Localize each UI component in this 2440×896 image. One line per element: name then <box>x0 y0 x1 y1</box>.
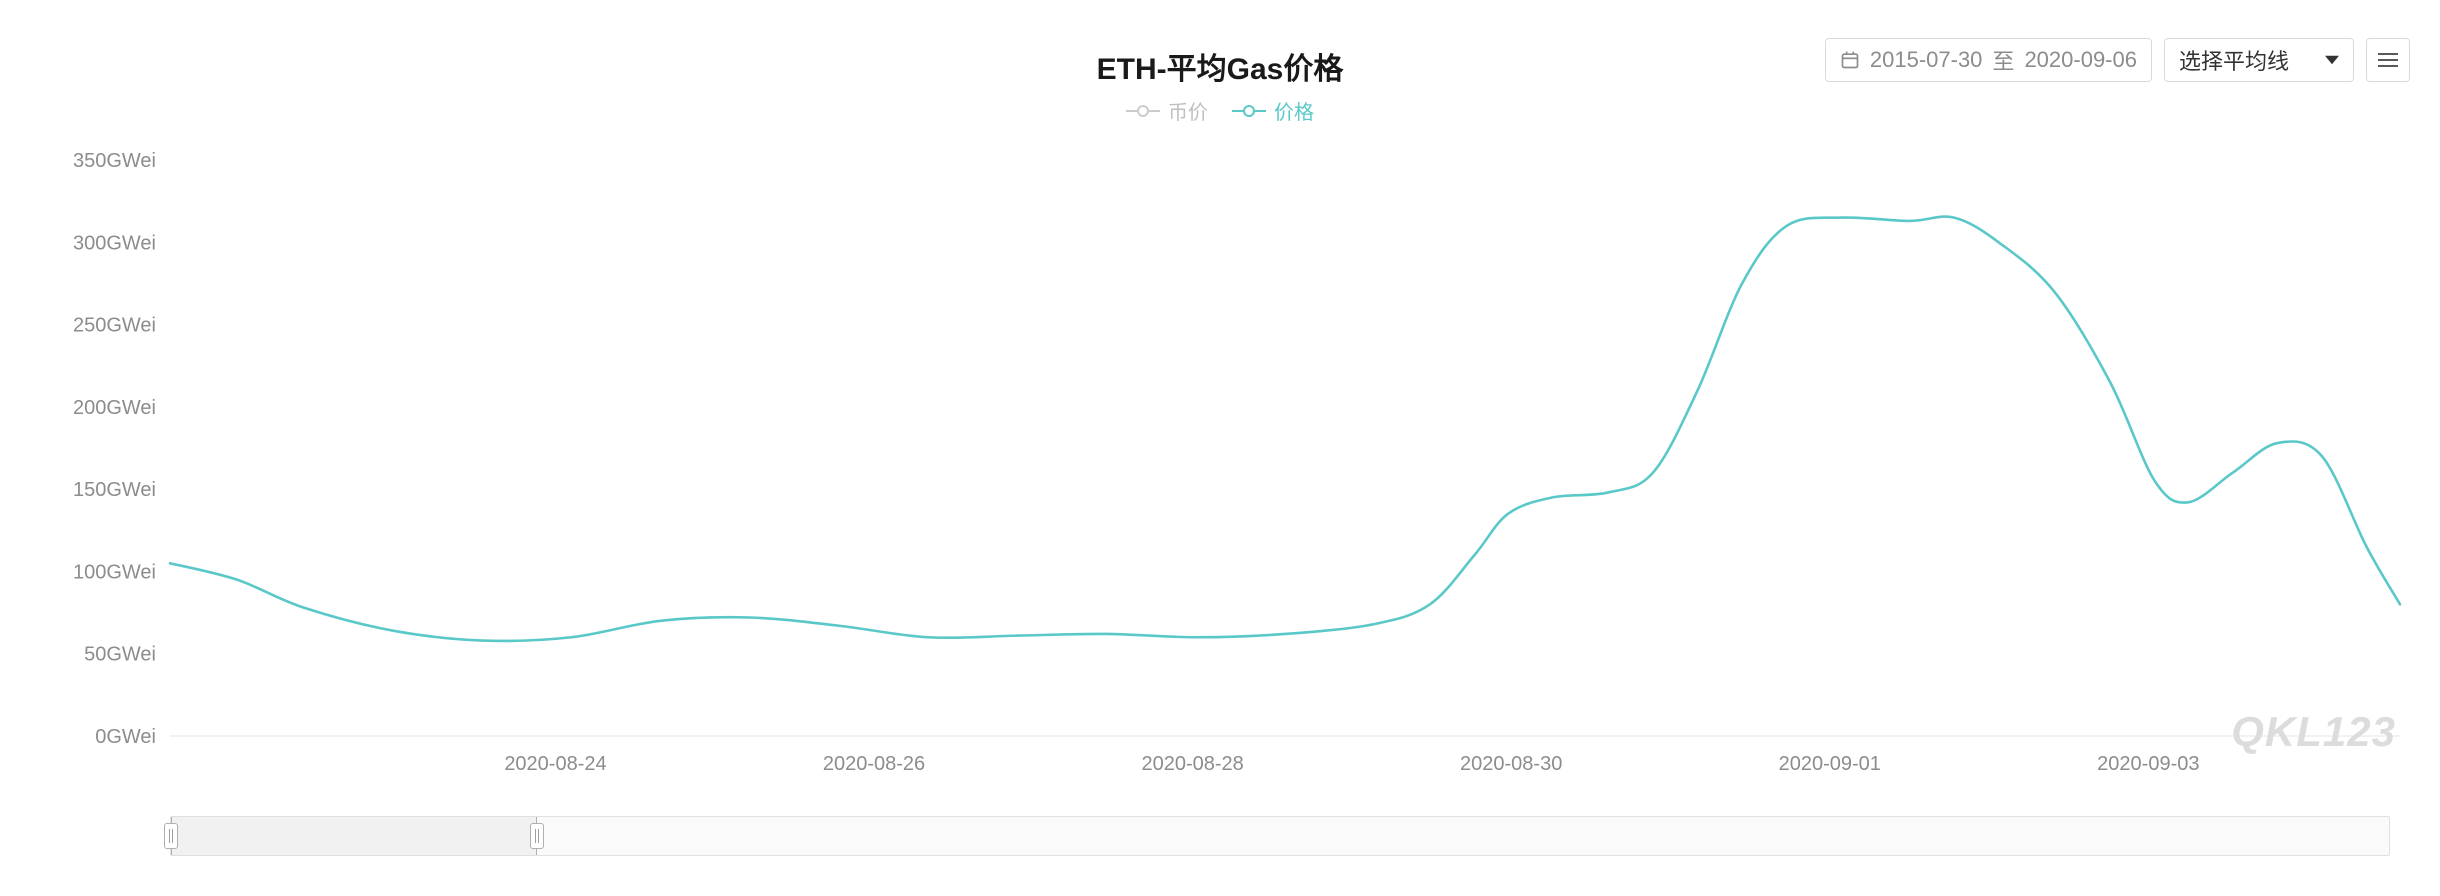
legend-swatch-gas-price <box>1232 104 1266 118</box>
range-navigator[interactable] <box>170 816 2390 856</box>
legend-item-gas-price[interactable]: 价格 <box>1232 96 1314 125</box>
range-handle-left[interactable] <box>164 823 178 849</box>
calendar-icon <box>1840 50 1860 70</box>
svg-text:300GWei: 300GWei <box>73 232 156 254</box>
range-handle-right[interactable] <box>530 823 544 849</box>
svg-text:50GWei: 50GWei <box>84 644 156 666</box>
svg-text:2020-08-30: 2020-08-30 <box>1460 753 1562 775</box>
legend-label-coin-price: 币价 <box>1168 96 1208 125</box>
caret-down-icon <box>2325 53 2339 67</box>
date-range-picker[interactable]: 2015-07-30 至 2020-09-06 <box>1825 38 2152 82</box>
svg-text:2020-09-01: 2020-09-01 <box>1779 753 1881 775</box>
legend-item-coin-price[interactable]: 币价 <box>1126 96 1208 125</box>
svg-text:200GWei: 200GWei <box>73 397 156 419</box>
svg-text:2020-09-03: 2020-09-03 <box>2097 753 2199 775</box>
svg-text:150GWei: 150GWei <box>73 479 156 501</box>
hamburger-icon <box>2378 52 2398 68</box>
moving-average-label: 选择平均线 <box>2179 44 2289 76</box>
svg-text:2020-08-28: 2020-08-28 <box>1141 753 1243 775</box>
chart-menu-button[interactable] <box>2366 38 2410 82</box>
chart-legend: 币价 价格 <box>0 96 2440 125</box>
chart-plot-area[interactable]: 0GWei 50GWei 100GWei 150GWei 200GWei 250GWei 3… <box>30 140 2410 796</box>
svg-text:0GWei: 0GWei <box>95 726 156 748</box>
legend-swatch-coin-price <box>1126 104 1160 118</box>
legend-label-gas-price: 价格 <box>1274 96 1314 125</box>
svg-text:100GWei: 100GWei <box>73 561 156 583</box>
svg-text:2020-08-26: 2020-08-26 <box>823 753 925 775</box>
svg-text:250GWei: 250GWei <box>73 315 156 337</box>
moving-average-select[interactable]: 选择平均线 <box>2164 38 2354 82</box>
date-to: 2020-09-06 <box>2024 47 2137 73</box>
svg-text:350GWei: 350GWei <box>73 150 156 172</box>
chart-toolbar: 2015-07-30 至 2020-09-06 选择平均线 <box>1825 38 2410 82</box>
date-from: 2015-07-30 <box>1870 47 1983 73</box>
date-sep: 至 <box>1992 44 2014 76</box>
range-window[interactable] <box>171 817 537 855</box>
svg-text:2020-08-24: 2020-08-24 <box>504 753 606 775</box>
chart-svg: 0GWei 50GWei 100GWei 150GWei 200GWei 250GWei 3… <box>30 140 2410 796</box>
